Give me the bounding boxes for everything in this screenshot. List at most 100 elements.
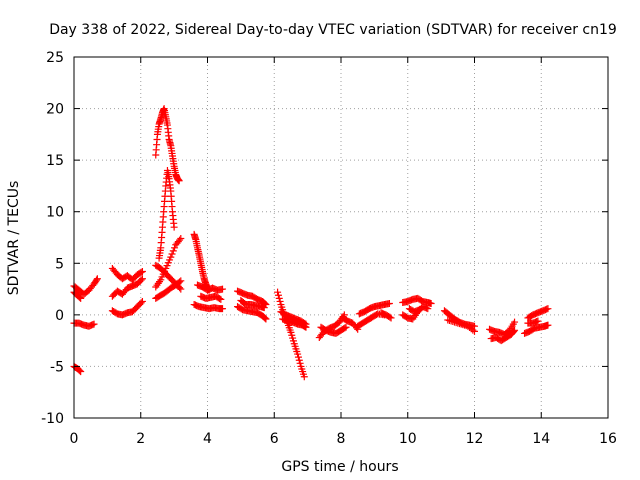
- data-point-marker: [171, 244, 179, 252]
- data-point-marker: [137, 299, 145, 307]
- series-track-09: [155, 166, 178, 262]
- series-track-35: [487, 326, 519, 345]
- series-track-38: [524, 317, 542, 327]
- data-point-marker: [176, 284, 184, 292]
- data-point-marker: [90, 320, 98, 328]
- data-point-marker: [295, 356, 303, 364]
- data-points: [70, 105, 552, 381]
- data-point-marker: [75, 366, 83, 374]
- data-point-marker: [76, 367, 84, 375]
- x-tick-label: 0: [70, 431, 79, 447]
- series-track-07: [108, 297, 146, 319]
- data-point-marker: [262, 315, 270, 323]
- x-tick-label: 16: [599, 431, 617, 447]
- data-point-marker: [534, 317, 542, 325]
- data-point-marker: [342, 323, 350, 331]
- data-point-marker: [511, 326, 519, 334]
- x-tick-label: 6: [270, 431, 279, 447]
- series-track-16: [197, 292, 225, 303]
- series-track-37: [521, 321, 552, 337]
- series-track-18: [234, 303, 270, 323]
- data-point-marker: [386, 313, 394, 321]
- data-point-marker: [168, 250, 176, 258]
- data-point-marker: [544, 321, 552, 329]
- series-track-15: [190, 301, 227, 313]
- data-point-marker: [170, 223, 178, 231]
- data-point-marker: [93, 276, 101, 284]
- series-track-04: [70, 362, 85, 376]
- x-tick-label: 10: [399, 431, 417, 447]
- data-point-marker: [276, 297, 284, 305]
- chart-title: Day 338 of 2022, Sidereal Day-to-day VTE…: [49, 22, 617, 38]
- data-point-marker: [260, 304, 268, 312]
- y-tick-label: -5: [50, 359, 64, 375]
- data-point-marker: [77, 294, 85, 302]
- data-point-marker: [76, 294, 84, 302]
- data-point-marker: [137, 268, 145, 276]
- series-track-31: [405, 305, 423, 316]
- x-tick-label: 14: [532, 431, 550, 447]
- data-point-marker: [177, 285, 185, 293]
- data-point-marker: [300, 373, 308, 381]
- data-point-marker: [294, 350, 302, 358]
- data-point-marker: [274, 288, 282, 296]
- y-tick-label: 20: [46, 102, 64, 118]
- data-point-marker: [469, 326, 477, 334]
- data-point-marker: [510, 327, 518, 335]
- y-tick-label: 5: [55, 256, 64, 272]
- y-tick-labels: -10 -5 0 5 10 15 20 25: [41, 50, 64, 427]
- series-track-14: [193, 281, 227, 294]
- data-point-marker: [296, 359, 304, 367]
- data-point-marker: [385, 300, 393, 308]
- data-point-marker: [217, 295, 225, 303]
- y-tick-label: 10: [46, 205, 64, 221]
- data-point-marker: [424, 305, 432, 313]
- series-track-29: [399, 294, 435, 308]
- data-point-marker: [137, 276, 145, 284]
- data-point-marker: [260, 313, 268, 321]
- data-point-marker: [415, 306, 423, 314]
- series-track-06: [108, 275, 146, 300]
- data-point-marker: [219, 285, 227, 293]
- y-tick-label: 25: [46, 50, 64, 66]
- data-point-marker: [138, 297, 146, 305]
- data-point-marker: [274, 291, 282, 299]
- data-point-marker: [177, 235, 185, 243]
- series-track-08: [152, 105, 183, 185]
- x-tick-label: 8: [337, 431, 346, 447]
- data-point-marker: [77, 368, 85, 376]
- data-point-marker: [511, 318, 519, 326]
- series-track-25: [339, 314, 362, 333]
- data-point-marker: [138, 268, 146, 276]
- data-point-marker: [387, 314, 395, 322]
- data-point-marker: [294, 353, 302, 361]
- series-track-33: [444, 316, 478, 335]
- data-point-marker: [75, 293, 83, 301]
- data-point-marker: [341, 324, 349, 332]
- x-axis-label: GPS time / hours: [281, 459, 398, 475]
- y-tick-label: -10: [41, 411, 64, 427]
- x-tick-label: 12: [466, 431, 484, 447]
- series-track-28: [377, 309, 395, 322]
- data-point-marker: [216, 295, 224, 303]
- data-point-marker: [169, 247, 177, 255]
- data-point-marker: [302, 323, 310, 331]
- y-tick-label: 0: [55, 308, 64, 324]
- data-point-marker: [275, 294, 283, 302]
- series-track-36: [524, 305, 552, 322]
- y-tick-label: 15: [46, 153, 64, 169]
- x-tick-label: 2: [136, 431, 145, 447]
- series-track-02: [70, 288, 85, 302]
- data-point-marker: [219, 305, 227, 313]
- data-point-marker: [175, 177, 183, 185]
- y-axis-label: SDTVAR / TECUs: [6, 181, 22, 296]
- data-point-marker: [176, 236, 184, 244]
- series-track-24: [317, 323, 350, 337]
- series-track-19: [237, 296, 268, 312]
- data-point-marker: [138, 275, 146, 283]
- data-point-marker: [261, 314, 269, 322]
- data-point-marker: [471, 327, 478, 335]
- data-point-marker: [93, 275, 101, 283]
- axis-ticks: [73, 56, 609, 419]
